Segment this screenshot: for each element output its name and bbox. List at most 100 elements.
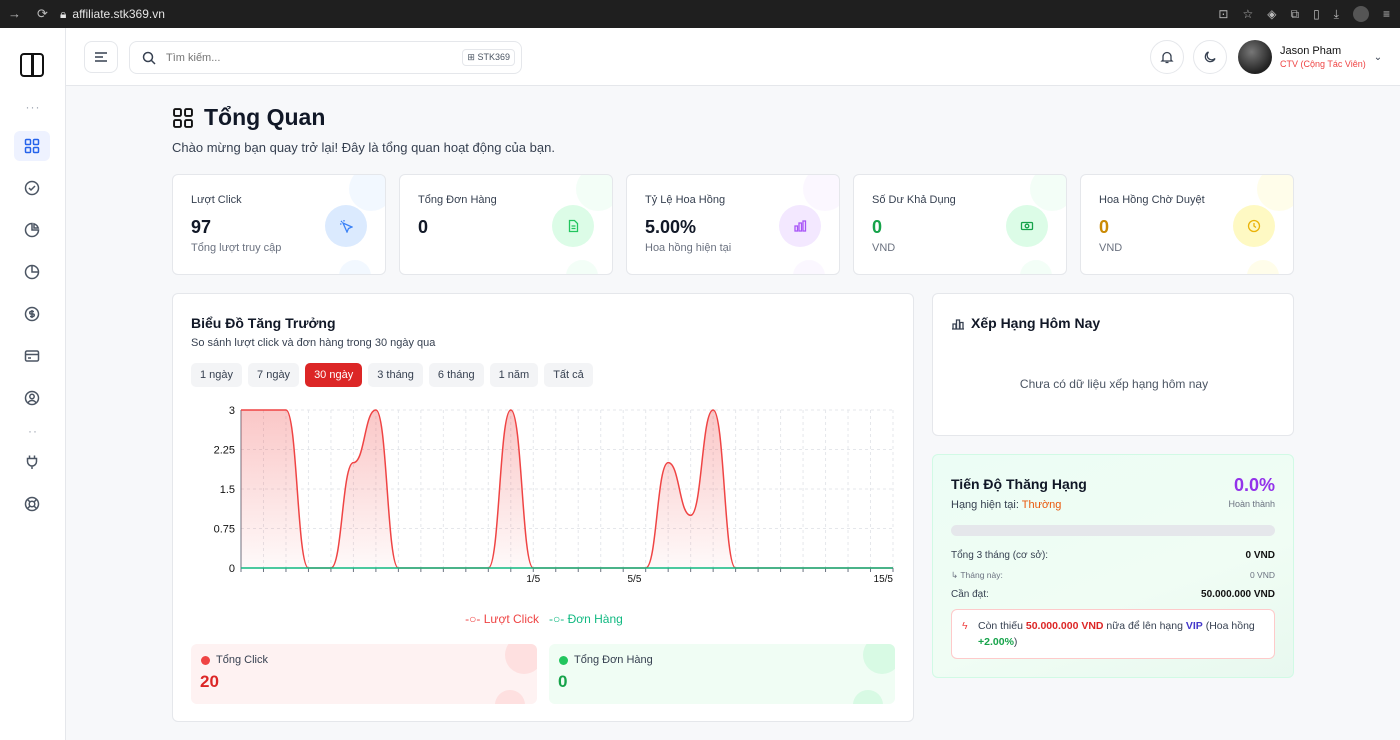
total-click-label: Tổng Click	[216, 654, 268, 666]
bar-chart-icon	[779, 205, 821, 247]
browser-menu-icon[interactable]: ≡	[1382, 7, 1390, 21]
shield-icon[interactable]: ◈	[1267, 7, 1277, 21]
cursor-click-icon	[325, 205, 367, 247]
user-role: CTV (Cộng Tác Viên)	[1280, 59, 1366, 69]
extensions-icon[interactable]: ⧉	[1290, 6, 1300, 21]
translate-icon[interactable]: ⊡	[1218, 7, 1229, 21]
url-text: affiliate.stk369.vn	[72, 7, 165, 21]
search-box[interactable]: ⊞ STK369	[129, 41, 522, 74]
document-icon	[552, 205, 594, 247]
need-row: Cần đạt: 50.000.000 VND	[951, 589, 1275, 600]
progress-done-label: Hoàn thành	[1228, 499, 1275, 509]
download-icon[interactable]: ⤓	[1333, 6, 1339, 21]
stat-label: Lượt Click	[191, 194, 242, 206]
star-icon[interactable]: ☆	[1242, 7, 1254, 21]
range-tab-2[interactable]: 30 ngày	[305, 363, 363, 387]
stat-value: 97	[191, 217, 212, 237]
progress-title: Tiến Độ Thăng Hạng	[951, 476, 1087, 492]
theme-toggle-button[interactable]	[1193, 40, 1227, 74]
stat-value: 0	[418, 217, 429, 237]
nav-pie-chart-icon[interactable]	[14, 215, 50, 245]
user-menu[interactable]: Jason Pham CTV (Cộng Tác Viên) ⌄	[1238, 40, 1382, 74]
range-tab-5[interactable]: 1 năm	[489, 363, 539, 387]
menu-icon	[95, 52, 107, 62]
total-order-value: 0	[558, 672, 568, 691]
ranking-empty: Chưa có dữ liệu xếp hạng hôm nay	[1019, 377, 1209, 391]
x-tick-label: 5/5	[627, 574, 641, 585]
y-tick-label: 0	[229, 563, 235, 575]
range-tabs: 1 ngày 7 ngày 30 ngày 3 tháng 6 tháng 1 năm Tấ…	[191, 363, 593, 387]
rank-progress-card: Tiến Độ Thăng Hạng 0.0% Hoàn thành Hạng …	[932, 454, 1294, 678]
chevron-down-icon: ⌄	[1373, 51, 1383, 63]
range-tab-1[interactable]: 7 ngày	[248, 363, 300, 387]
nav-card-icon[interactable]	[14, 341, 50, 371]
page-title: Tổng Quan	[172, 104, 325, 131]
month-row: ↳ Tháng này: 0 VND	[951, 570, 1275, 580]
page-subtitle: Chào mừng bạn quay trở lại! Đây là tổng …	[172, 140, 555, 155]
total-order-label: Tổng Đơn Hàng	[574, 654, 653, 666]
browser-bar: → ⟳ 🔒︎ affiliate.stk369.vn ⊡ ☆ ◈ ⧉ ▯ ⤓ ≡	[0, 0, 1400, 28]
range-tab-6[interactable]: Tất cả	[544, 363, 593, 387]
lock-icon: 🔒︎	[60, 6, 67, 21]
nav-plug-icon[interactable]	[14, 447, 50, 477]
ranking-card: Xếp Hạng Hôm Nay Chưa có dữ liệu xếp hạn…	[932, 293, 1294, 436]
range-tab-4[interactable]: 6 tháng	[428, 363, 484, 387]
growth-title: Biểu Đồ Tăng Trưởng	[191, 315, 336, 331]
growth-subtitle: So sánh lượt click và đơn hàng trong 30 …	[191, 337, 436, 349]
y-tick-label: 0.75	[214, 524, 235, 536]
stat-caption: VND	[872, 242, 896, 254]
base-row: Tổng 3 tháng (cơ sở): 0 VND	[951, 550, 1275, 561]
total-click-value: 20	[200, 672, 219, 691]
stat-caption: Tổng lượt truy cập	[191, 242, 282, 254]
current-rank: Hạng hiện tại: Thường	[951, 499, 1062, 511]
nav-dollar-icon[interactable]	[14, 299, 50, 329]
more-dots-icon: ···	[25, 100, 41, 114]
menu-toggle-button[interactable]	[84, 41, 118, 73]
range-tab-0[interactable]: 1 ngày	[191, 363, 243, 387]
search-input[interactable]	[166, 51, 446, 64]
forward-icon[interactable]: →	[8, 6, 21, 21]
bell-icon	[1160, 51, 1174, 64]
nav-user-icon[interactable]	[14, 383, 50, 413]
user-name: Jason Pham	[1280, 45, 1342, 57]
x-tick-label: 15/5	[874, 574, 894, 585]
legend-order[interactable]: -○- Đơn Hàng	[549, 612, 623, 626]
legend-click[interactable]: -○- Lượt Click	[465, 612, 539, 626]
stat-caption: Hoa hồng hiện tại	[645, 242, 732, 254]
stat-card-3: Số Dư Khả Dụng 0 VND	[853, 174, 1067, 275]
money-icon	[1006, 205, 1048, 247]
total-order-box: Tổng Đơn Hàng 0	[549, 644, 895, 704]
nav-lifebuoy-icon[interactable]	[14, 489, 50, 519]
page-title-text: Tổng Quan	[204, 104, 326, 130]
range-tab-3[interactable]: 3 tháng	[368, 363, 423, 387]
avatar	[1238, 40, 1272, 74]
stat-value: 0	[872, 217, 883, 237]
search-shortcut-badge: ⊞ STK369	[462, 49, 515, 66]
dashboard-icon	[173, 107, 193, 128]
stat-caption: VND	[1099, 242, 1123, 254]
top-bar: ⊞ STK369 Jason Pham CTV (Cộng Tác Viên) …	[66, 28, 1400, 86]
y-tick-label: 3	[229, 405, 235, 417]
sidebar-icon[interactable]: ▯	[1313, 7, 1320, 21]
bolt-icon: ϟ	[962, 620, 968, 632]
nav-check-circle-icon[interactable]	[14, 173, 50, 203]
stat-value: 5.00%	[645, 217, 697, 237]
stat-card-4: Hoa Hồng Chờ Duyệt 0 VND	[1080, 174, 1294, 275]
logo-icon[interactable]	[20, 53, 44, 77]
nav-clock-chart-icon[interactable]	[14, 257, 50, 287]
click-area	[241, 410, 893, 568]
sidebar: ··· ··	[0, 28, 66, 740]
nav-dashboard-icon[interactable]	[14, 131, 50, 161]
ranking-title: Xếp Hạng Hôm Nay	[971, 315, 1101, 331]
stat-card-0: Lượt Click 97 Tổng lượt truy cập	[172, 174, 386, 275]
upgrade-note: ϟ Còn thiếu 50.000.000 VND nữa để lên hạ…	[951, 609, 1275, 659]
reload-icon[interactable]: ⟳	[37, 6, 48, 21]
address-bar[interactable]: 🔒︎ affiliate.stk369.vn	[60, 7, 165, 22]
stat-label: Tổng Đơn Hàng	[418, 194, 497, 206]
growth-chart-card: Biểu Đồ Tăng Trưởng So sánh lượt click v…	[172, 293, 914, 722]
profile-avatar[interactable]	[1352, 6, 1369, 22]
search-icon	[142, 51, 156, 65]
progress-bar	[951, 525, 1275, 536]
stat-label: Tỷ Lệ Hoa Hồng	[645, 194, 726, 206]
notifications-button[interactable]	[1150, 40, 1184, 74]
